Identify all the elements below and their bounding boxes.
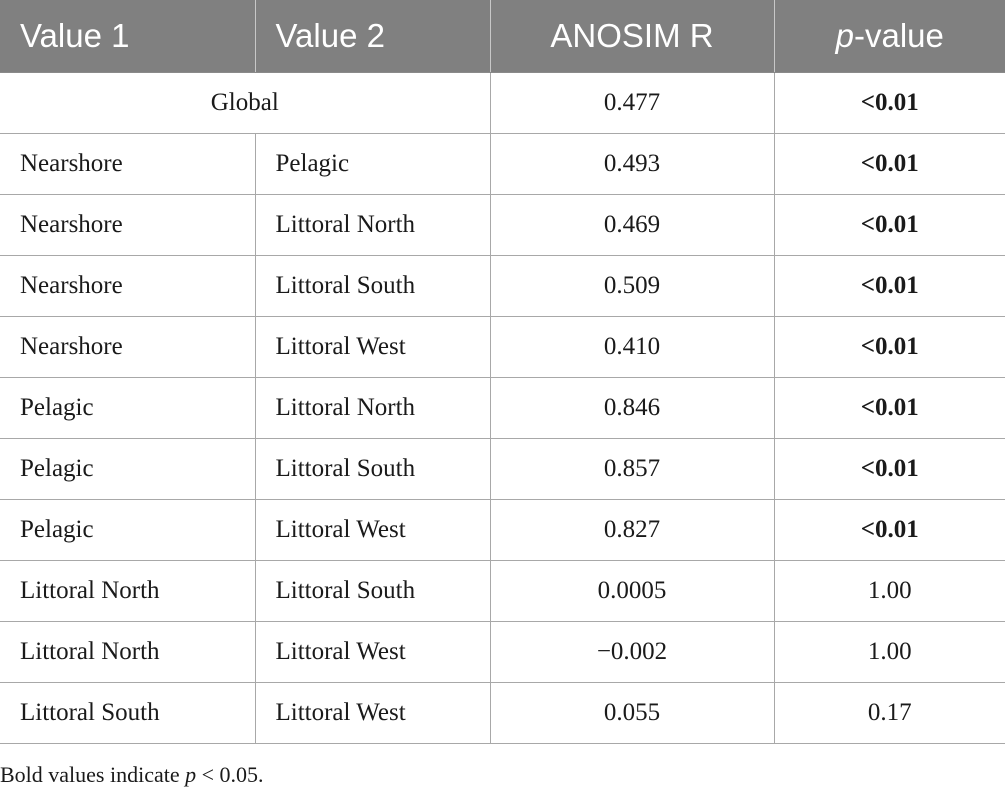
- table-body: Global 0.477 <0.01 Nearshore Pelagic 0.493…: [0, 72, 1005, 744]
- table-header: Value 1 Value 2 ANOSIM R p-value: [0, 0, 1005, 73]
- global-label: Global: [0, 72, 491, 134]
- cell-value1: Nearshore: [0, 255, 256, 317]
- global-row: Global 0.477 <0.01: [0, 72, 1005, 134]
- cell-p-value: <0.01: [774, 377, 1005, 439]
- cell-anosim-r: 0.055: [490, 682, 775, 744]
- cell-anosim-r: 0.827: [490, 499, 775, 561]
- cell-p-value: <0.01: [774, 499, 1005, 561]
- cell-anosim-r: 0.469: [490, 194, 775, 256]
- table-footnote: Bold values indicate p < 0.05.: [0, 762, 264, 788]
- cell-value2: Littoral West: [255, 316, 491, 378]
- cell-value1: Pelagic: [0, 499, 256, 561]
- cell-value1: Pelagic: [0, 377, 256, 439]
- cell-p-value: 1.00: [774, 560, 1005, 622]
- cell-anosim-r: 0.846: [490, 377, 775, 439]
- table-row: Nearshore Littoral West 0.410 <0.01: [0, 316, 1005, 378]
- cell-value1: Nearshore: [0, 194, 256, 256]
- table-row: Pelagic Littoral South 0.857 <0.01: [0, 438, 1005, 500]
- cell-anosim-r: 0.410: [490, 316, 775, 378]
- cell-value2: Littoral South: [255, 560, 491, 622]
- cell-anosim-r: 0.0005: [490, 560, 775, 622]
- cell-value2: Littoral South: [255, 255, 491, 317]
- header-p-symbol: p: [835, 17, 854, 54]
- table-row: Littoral South Littoral West 0.055 0.17: [0, 682, 1005, 744]
- header-anosim-r: ANOSIM R: [490, 0, 775, 73]
- cell-p-value: <0.01: [774, 316, 1005, 378]
- cell-p-value: <0.01: [774, 194, 1005, 256]
- table-row: Littoral North Littoral South 0.0005 1.00: [0, 560, 1005, 622]
- cell-value1: Nearshore: [0, 133, 256, 195]
- cell-value2: Littoral West: [255, 499, 491, 561]
- cell-p-value: <0.01: [774, 133, 1005, 195]
- global-p-value: <0.01: [774, 72, 1005, 134]
- cell-value1: Littoral North: [0, 560, 256, 622]
- cell-p-value: 0.17: [774, 682, 1005, 744]
- table-row: Nearshore Littoral South 0.509 <0.01: [0, 255, 1005, 317]
- cell-value2: Littoral West: [255, 682, 491, 744]
- table-row: Littoral North Littoral West −0.002 1.00: [0, 621, 1005, 683]
- cell-p-value: 1.00: [774, 621, 1005, 683]
- header-value1: Value 1: [0, 0, 256, 73]
- cell-value1: Nearshore: [0, 316, 256, 378]
- cell-anosim-r: −0.002: [490, 621, 775, 683]
- cell-anosim-r: 0.493: [490, 133, 775, 195]
- header-value2: Value 2: [255, 0, 491, 73]
- cell-value1: Pelagic: [0, 438, 256, 500]
- cell-p-value: <0.01: [774, 438, 1005, 500]
- header-p-value: p-value: [774, 0, 1005, 73]
- global-anosim-r: 0.477: [490, 72, 775, 134]
- table-row: Nearshore Littoral North 0.469 <0.01: [0, 194, 1005, 256]
- cell-value2: Pelagic: [255, 133, 491, 195]
- cell-p-value: <0.01: [774, 255, 1005, 317]
- footnote-text-after: < 0.05.: [196, 762, 264, 787]
- header-p-suffix: -value: [853, 17, 944, 54]
- cell-value2: Littoral West: [255, 621, 491, 683]
- cell-value1: Littoral South: [0, 682, 256, 744]
- footnote-text-before: Bold values indicate: [0, 762, 186, 787]
- header-row: Value 1 Value 2 ANOSIM R p-value: [0, 0, 1005, 73]
- table-row: Pelagic Littoral North 0.846 <0.01: [0, 377, 1005, 439]
- cell-anosim-r: 0.509: [490, 255, 775, 317]
- anosim-table: Value 1 Value 2 ANOSIM R p-value Global …: [0, 0, 1005, 744]
- cell-value2: Littoral South: [255, 438, 491, 500]
- table-row: Nearshore Pelagic 0.493 <0.01: [0, 133, 1005, 195]
- cell-value1: Littoral North: [0, 621, 256, 683]
- cell-value2: Littoral North: [255, 194, 491, 256]
- footnote-p-symbol: p: [185, 762, 197, 787]
- cell-value2: Littoral North: [255, 377, 491, 439]
- table-row: Pelagic Littoral West 0.827 <0.01: [0, 499, 1005, 561]
- cell-anosim-r: 0.857: [490, 438, 775, 500]
